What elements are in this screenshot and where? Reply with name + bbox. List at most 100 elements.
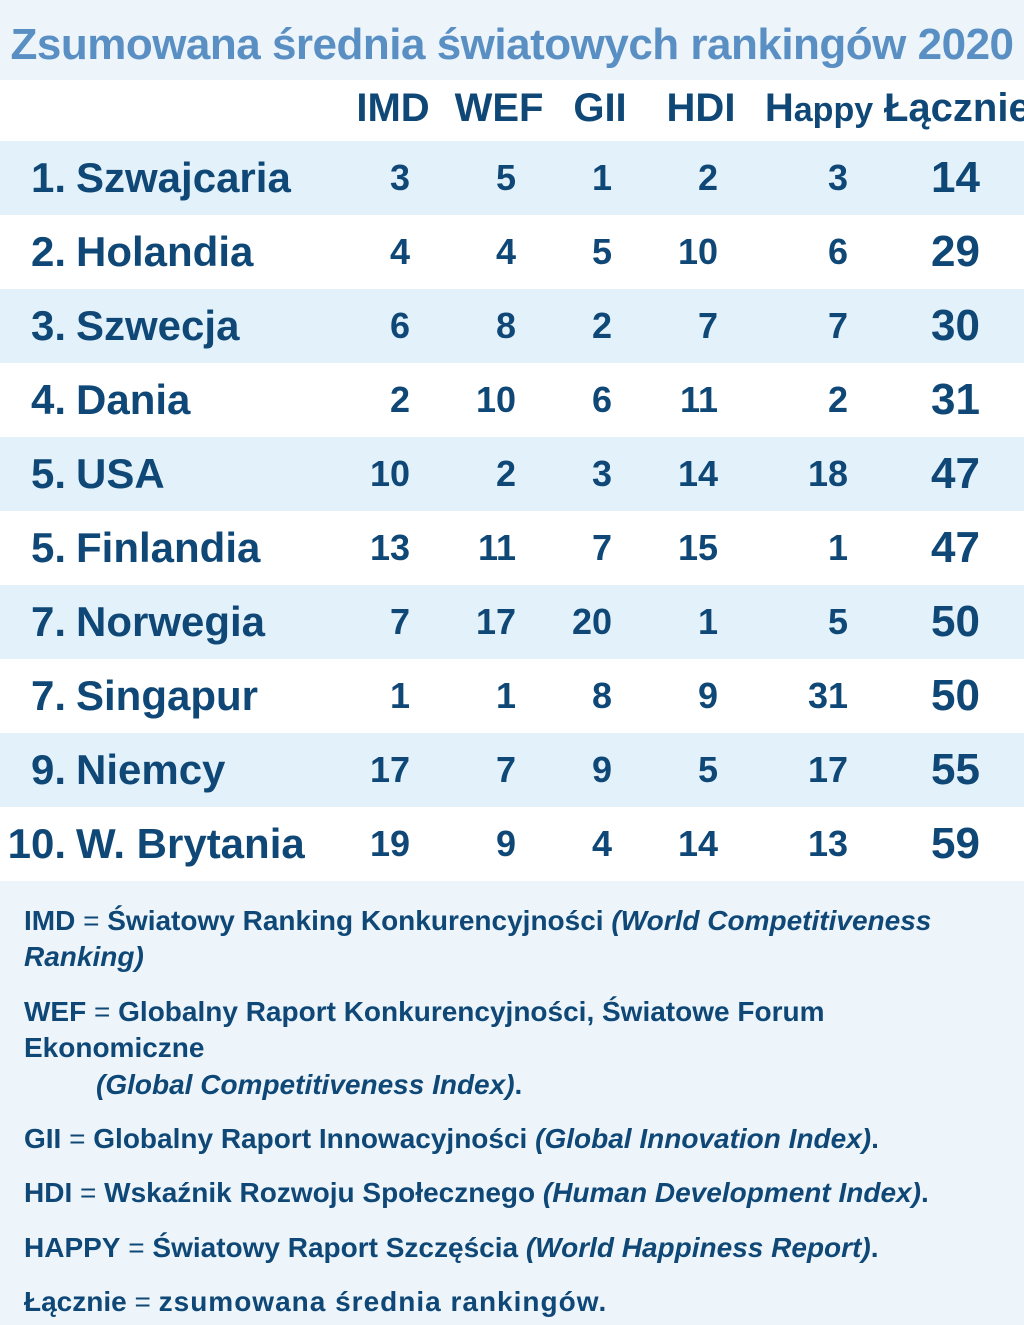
table-row: 3.Szwecja6827730 (0, 289, 1024, 363)
happy-cell: 6 (754, 231, 884, 273)
country-cell: Szwajcaria (70, 154, 340, 202)
rank-cell: 9. (0, 746, 70, 794)
legend-imd: IMD = Światowy Ranking Konkurencyjności … (24, 903, 1000, 976)
table-row: 10.W. Brytania1994141359 (0, 807, 1024, 881)
rank-cell: 2. (0, 228, 70, 276)
col-hdi: HDI (648, 86, 754, 131)
happy-cell: 3 (754, 157, 884, 199)
gii-cell: 4 (552, 823, 648, 865)
total-cell: 29 (884, 227, 1024, 277)
imd-cell: 13 (340, 527, 446, 569)
legend-hdi: HDI = Wskaźnik Rozwoju Społecznego (Huma… (24, 1175, 1000, 1211)
imd-cell: 4 (340, 231, 446, 273)
total-cell: 47 (884, 449, 1024, 499)
rank-cell: 3. (0, 302, 70, 350)
rank-cell: 5. (0, 524, 70, 572)
hdi-cell: 10 (648, 231, 754, 273)
wef-cell: 11 (446, 527, 552, 569)
table-row: 4.Dania210611231 (0, 363, 1024, 437)
wef-cell: 1 (446, 675, 552, 717)
gii-cell: 2 (552, 305, 648, 347)
col-happy: Happy (754, 86, 884, 131)
hdi-cell: 2 (648, 157, 754, 199)
table-header: IMD WEF GII HDI Happy Łącznie (0, 80, 1024, 141)
col-total: Łącznie (884, 86, 1024, 131)
happy-cell: 7 (754, 305, 884, 347)
wef-cell: 2 (446, 453, 552, 495)
gii-cell: 7 (552, 527, 648, 569)
happy-cell: 5 (754, 601, 884, 643)
table-row: 5.Finlandia1311715147 (0, 511, 1024, 585)
gii-cell: 1 (552, 157, 648, 199)
legend-wef: WEF = Globalny Raport Konkurencyjności, … (24, 994, 1000, 1103)
hdi-cell: 11 (648, 379, 754, 421)
country-cell: W. Brytania (70, 820, 340, 868)
table-row: 5.USA1023141847 (0, 437, 1024, 511)
gii-cell: 6 (552, 379, 648, 421)
hdi-cell: 14 (648, 453, 754, 495)
table-row: 7.Singapur11893150 (0, 659, 1024, 733)
wef-cell: 9 (446, 823, 552, 865)
col-imd: IMD (340, 86, 446, 131)
col-wef: WEF (446, 86, 552, 131)
wef-cell: 17 (446, 601, 552, 643)
table-row: 7.Norwegia717201550 (0, 585, 1024, 659)
total-cell: 30 (884, 301, 1024, 351)
page-title: Zsumowana średnia światowych rankingów 2… (0, 0, 1024, 80)
country-cell: Szwecja (70, 302, 340, 350)
wef-cell: 4 (446, 231, 552, 273)
total-cell: 50 (884, 671, 1024, 721)
happy-cell: 31 (754, 675, 884, 717)
imd-cell: 2 (340, 379, 446, 421)
happy-cell: 13 (754, 823, 884, 865)
gii-cell: 8 (552, 675, 648, 717)
country-cell: USA (70, 450, 340, 498)
imd-cell: 7 (340, 601, 446, 643)
table-body: 1.Szwajcaria35123142.Holandia445106293.S… (0, 141, 1024, 881)
country-cell: Niemcy (70, 746, 340, 794)
country-cell: Norwegia (70, 598, 340, 646)
wef-cell: 5 (446, 157, 552, 199)
gii-cell: 3 (552, 453, 648, 495)
imd-cell: 1 (340, 675, 446, 717)
wef-cell: 7 (446, 749, 552, 791)
legend-total: Łącznie = zsumowana średnia rankingów. (24, 1284, 1000, 1320)
imd-cell: 19 (340, 823, 446, 865)
hdi-cell: 5 (648, 749, 754, 791)
happy-cell: 18 (754, 453, 884, 495)
imd-cell: 10 (340, 453, 446, 495)
gii-cell: 20 (552, 601, 648, 643)
table-row: 9.Niemcy177951755 (0, 733, 1024, 807)
gii-cell: 5 (552, 231, 648, 273)
happy-cell: 17 (754, 749, 884, 791)
country-cell: Singapur (70, 672, 340, 720)
happy-cell: 1 (754, 527, 884, 569)
total-cell: 47 (884, 523, 1024, 573)
rank-cell: 1. (0, 154, 70, 202)
happy-cell: 2 (754, 379, 884, 421)
legend-happy: HAPPY = Światowy Raport Szczęścia (World… (24, 1230, 1000, 1266)
rankings-table: Zsumowana średnia światowych rankingów 2… (0, 0, 1024, 1325)
wef-cell: 8 (446, 305, 552, 347)
gii-cell: 9 (552, 749, 648, 791)
imd-cell: 3 (340, 157, 446, 199)
hdi-cell: 14 (648, 823, 754, 865)
country-cell: Holandia (70, 228, 340, 276)
hdi-cell: 15 (648, 527, 754, 569)
hdi-cell: 1 (648, 601, 754, 643)
imd-cell: 17 (340, 749, 446, 791)
legend: IMD = Światowy Ranking Konkurencyjności … (0, 881, 1024, 1321)
wef-cell: 10 (446, 379, 552, 421)
total-cell: 55 (884, 745, 1024, 795)
hdi-cell: 7 (648, 305, 754, 347)
country-cell: Dania (70, 376, 340, 424)
hdi-cell: 9 (648, 675, 754, 717)
total-cell: 50 (884, 597, 1024, 647)
rank-cell: 7. (0, 598, 70, 646)
legend-gii: GII = Globalny Raport Innowacyjności (Gl… (24, 1121, 1000, 1157)
col-gii: GII (552, 86, 648, 131)
table-row: 1.Szwajcaria3512314 (0, 141, 1024, 215)
imd-cell: 6 (340, 305, 446, 347)
country-cell: Finlandia (70, 524, 340, 572)
table-row: 2.Holandia44510629 (0, 215, 1024, 289)
